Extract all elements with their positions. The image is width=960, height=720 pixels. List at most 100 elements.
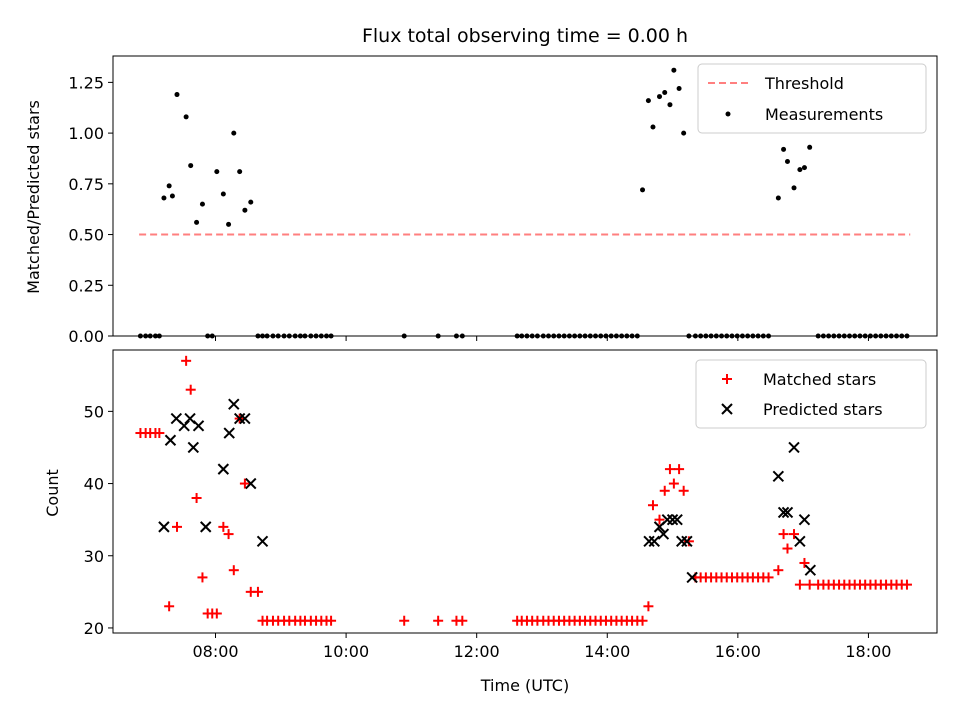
ratio-plot: 0.00 0.25 0.50 0.75 1.00 1.25: [68, 55, 938, 346]
predicted-star-point: [657, 528, 670, 540]
measurement-point: [214, 169, 220, 175]
legend-predicted-marker: [721, 403, 733, 415]
matched-star-point: [154, 428, 165, 439]
predicted-star-point: [661, 513, 674, 526]
predicted-star-point: [192, 420, 205, 432]
legend-predicted-label: Predicted stars: [763, 400, 883, 419]
counts-y-ticks: 20 30 40 50: [84, 402, 113, 638]
measurement-point: [640, 187, 646, 193]
measurement-point: [650, 124, 656, 130]
ratio-y-tick-label: 0.00: [68, 327, 104, 346]
matched-star-point: [773, 565, 784, 576]
x-axis-label: Time (UTC): [480, 676, 569, 695]
measurement-point: [667, 102, 673, 108]
predicted-star-point: [200, 521, 212, 533]
matched-star-point: [654, 514, 665, 525]
counts-y-tick-label: 30: [84, 547, 104, 566]
measurement-point: [166, 183, 172, 189]
measurement-point: [183, 114, 189, 120]
matched-star-point: [191, 492, 202, 503]
matched-star-point: [804, 579, 815, 590]
measurement-point: [226, 221, 232, 227]
measurement-point: [188, 163, 194, 169]
matched-star-point: [218, 521, 229, 532]
measurement-point: [797, 167, 803, 173]
predicted-star-point: [217, 463, 230, 475]
counts-x-tick-label: 12:00: [454, 642, 500, 661]
predicted-star-point: [158, 521, 170, 533]
measurement-point: [645, 98, 651, 104]
measurement-point: [194, 219, 200, 225]
counts-legend: Matched stars Predicted stars: [695, 359, 927, 429]
matched-star-point: [239, 478, 250, 489]
matched-star-point: [164, 601, 175, 612]
matched-star-point: [782, 543, 793, 554]
predicted-star-point: [245, 477, 257, 490]
predicted-star-point: [777, 506, 790, 519]
counts-x-tick-label: 10:00: [323, 642, 369, 661]
measurement-point: [220, 191, 226, 197]
predicted-star-point: [164, 434, 177, 446]
matched-star-point: [171, 521, 182, 532]
measurement-point: [169, 193, 175, 199]
predicted-star-point: [788, 441, 800, 454]
predicted-star-point: [239, 412, 251, 425]
counts-y-axis-label: Count: [43, 469, 62, 517]
predicted-star-point: [666, 513, 679, 526]
counts-y-tick-label: 40: [84, 475, 104, 494]
counts-y-tick-label: 50: [84, 402, 104, 421]
matched-star-point: [637, 615, 648, 626]
measurement-point: [784, 159, 790, 165]
counts-plot-frame: [112, 349, 938, 634]
ratio-y-tick-label: 0.50: [68, 226, 104, 245]
matched-star-point: [664, 464, 675, 475]
predicted-star-point: [648, 535, 660, 548]
ratio-y-ticks: 0.00 0.25 0.50 0.75 1.00 1.25: [68, 73, 113, 346]
matched-star-point: [197, 572, 208, 583]
matched-star-point: [763, 572, 774, 583]
predicted-star-point: [781, 506, 794, 519]
measurement-point: [248, 199, 254, 205]
legend-matched-label: Matched stars: [763, 370, 876, 389]
matched-star-point: [674, 464, 685, 475]
ratio-y-axis-label: Matched/Predicted stars: [24, 100, 43, 294]
predicted-star-point: [675, 535, 688, 548]
predicted-star-point: [772, 470, 785, 483]
measurement-point: [161, 195, 167, 201]
counts-legend-box: [695, 359, 927, 429]
predicted-star-point: [233, 412, 246, 425]
matched-star-point: [778, 529, 789, 540]
matched-star-point: [433, 615, 444, 626]
matched-star-point: [643, 601, 654, 612]
matched-star-point: [647, 500, 658, 511]
counts-plot: 20 30 40 50 08:00 10:00 12:00 14:00 16:00 18:00: [84, 349, 938, 661]
measurement-point: [781, 146, 787, 152]
measurement-point: [807, 144, 813, 150]
measurement-point: [199, 201, 205, 207]
predicted-star-point: [681, 535, 693, 548]
matched-star-point: [399, 615, 410, 626]
legend-measurements-swatch: [725, 111, 731, 117]
matched-star-point: [794, 579, 805, 590]
measurement-point: [174, 92, 180, 98]
ratio-legend: Threshold Measurements: [697, 63, 927, 134]
matched-star-point: [457, 615, 468, 626]
counts-x-tick-label: 08:00: [192, 642, 238, 661]
chart-title: Flux total observing time = 0.00 h: [362, 25, 688, 47]
measurement-point: [231, 130, 237, 136]
predicted-star-point: [686, 571, 698, 584]
counts-x-tick-label: 14:00: [584, 642, 630, 661]
matched-star-point: [181, 355, 192, 366]
matched-star-point: [901, 579, 912, 590]
counts-x-tick-label: 18:00: [845, 642, 891, 661]
matched-star-point: [668, 478, 679, 489]
counts-x-tick-label: 16:00: [715, 642, 761, 661]
predicted-star-point: [223, 427, 235, 439]
legend-threshold-label: Threshold: [764, 74, 844, 93]
counts-marks: [135, 355, 912, 626]
measurement-point: [657, 94, 663, 100]
predicted-star-point: [256, 535, 269, 548]
measurement-point: [671, 67, 677, 73]
legend-predicted-swatch: [721, 403, 733, 415]
